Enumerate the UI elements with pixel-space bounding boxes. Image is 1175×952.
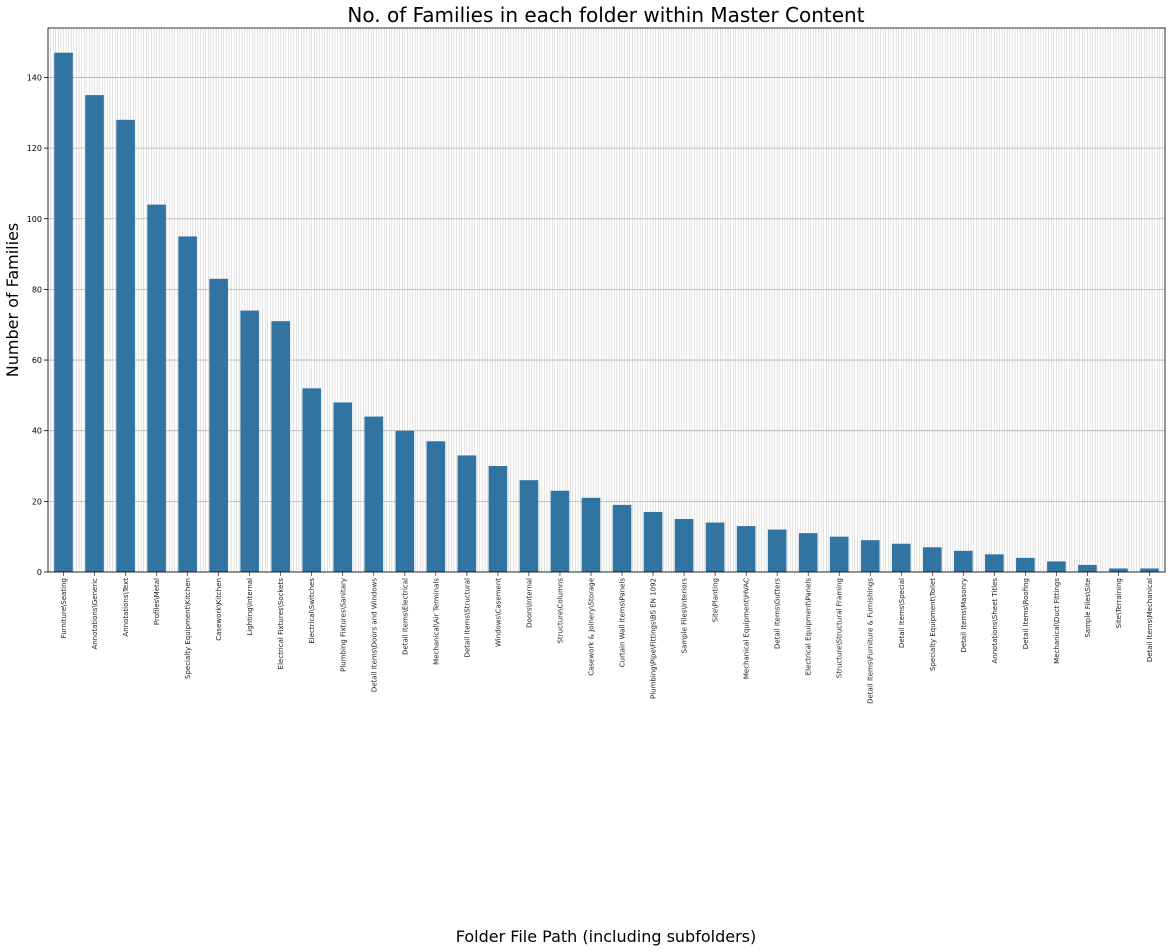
x-tick-label: Profiles\Metal: [153, 578, 161, 625]
x-tick-label: Casework\Kitchen: [215, 578, 223, 641]
y-tick-label: 60: [32, 356, 42, 365]
bar: [426, 441, 446, 572]
y-tick-label: 140: [27, 73, 42, 82]
x-tick-label: Lighting\Internal: [246, 578, 254, 636]
plot-frame: [47, 27, 1166, 573]
bar: [488, 466, 508, 572]
y-tick-label: 100: [27, 215, 42, 224]
x-tick-label: Specialty Equipment\Kitchen: [184, 578, 192, 679]
x-tick-label: Detail Items\Special: [898, 578, 906, 648]
bar: [333, 402, 353, 572]
x-tick-label: Electrical\Switches: [308, 578, 316, 644]
plot-area: 0 20 40 60 80 100 120 140 Furniture\Seating Annot…: [27, 27, 1166, 704]
bar: [1016, 557, 1035, 572]
bar: [674, 519, 694, 572]
x-tick-label: Electrical Fixtures\Sockets: [277, 578, 285, 670]
bar: [302, 388, 322, 572]
bar: [954, 550, 973, 572]
bar: [922, 547, 942, 572]
chart-title: No. of Families in each folder within Ma…: [347, 3, 864, 27]
bar: [364, 416, 384, 572]
bar: [395, 430, 415, 572]
x-tick-label: Detail Items\Gutters: [774, 578, 782, 649]
bar: [612, 504, 632, 572]
x-tick-label: Detail Items\Structural: [463, 578, 471, 657]
bar: [1109, 568, 1128, 572]
y-tick-label: 20: [32, 497, 42, 506]
bar: [457, 455, 477, 572]
x-tick-label: Furniture\Seating: [60, 578, 68, 638]
x-tick-label: Casework & Joinery\Storage: [587, 578, 595, 676]
bar: [240, 310, 259, 572]
x-tick-label: Curtain Wall Items\Panels: [619, 578, 627, 668]
bar: [798, 533, 818, 572]
bar: [85, 95, 104, 572]
x-tick-label: Detail Items\Furniture & Furnishings: [867, 578, 875, 704]
x-tick-label: Plumbing Fixtures\Sanitary: [339, 578, 347, 672]
x-tick-label: Sample Files\Interiors: [681, 578, 689, 654]
x-tick-label: Site\Planting: [712, 578, 720, 622]
x-tick-label: Detail Items\Roofing: [1022, 578, 1030, 649]
bar: [767, 529, 787, 572]
x-tick-label: Electrical Equipment\Panels: [805, 578, 813, 676]
bar: [829, 536, 849, 572]
bar: [860, 540, 880, 572]
bar: [54, 52, 73, 572]
y-tick-label: 40: [32, 427, 42, 436]
x-tick-label: Annotations\Text: [122, 578, 130, 637]
bar: [581, 497, 601, 572]
bar: [891, 543, 911, 572]
x-tick-label: Annotations\Generic: [91, 578, 99, 650]
bar: [147, 204, 166, 572]
bar: [985, 554, 1004, 572]
x-tick-label: Plumbing\Pipe\Fittings\BS EN 1092: [650, 578, 658, 699]
y-axis-label: Number of Families: [3, 223, 22, 378]
x-tick-label: Mechanical\Duct Fittings: [1053, 578, 1061, 664]
x-tick-label: Specialty Equipment\Toilet: [929, 578, 937, 671]
bar: [550, 490, 570, 572]
x-tick-label: Doors\Internal: [525, 578, 533, 628]
x-axis-label: Folder File Path (including subfolders): [456, 927, 756, 946]
x-tick-label: Mechanical\Air Terminals: [432, 578, 440, 665]
x-tick-label: Detail Items\Masonry: [960, 578, 968, 653]
x-tick-label: Mechanical Equipment\HVAC: [743, 578, 751, 679]
x-tick-label: Sample Files\Site: [1084, 578, 1092, 638]
bar: [736, 526, 756, 572]
y-tick-label: 80: [32, 285, 42, 294]
bar: [271, 321, 291, 572]
bar: [1078, 564, 1097, 572]
bar: [643, 511, 663, 572]
x-tick-label: Detail Items\Electrical: [401, 578, 409, 655]
x-tick-label: Site\Terraining: [1115, 578, 1123, 628]
x-tick-label: Detail Items\Doors and Windows: [370, 578, 378, 692]
bar: [116, 119, 135, 573]
x-tick-label: Windows\Casement: [494, 578, 502, 647]
bar: [1140, 568, 1159, 572]
bar: [705, 522, 725, 572]
bar: [178, 236, 197, 572]
y-tick-label: 0: [37, 568, 42, 577]
bar: [519, 480, 539, 572]
x-tick-label: Detail Items\Mechanical: [1146, 578, 1154, 662]
x-tick-label: Annotations\Sheet Titles: [991, 578, 999, 664]
bar: [1047, 561, 1066, 572]
bar: [209, 278, 228, 572]
x-tick-label: Structure\Columns: [556, 578, 564, 644]
x-tick-label: Structure\Structural Framing: [836, 578, 844, 678]
y-tick-label: 120: [27, 144, 42, 153]
